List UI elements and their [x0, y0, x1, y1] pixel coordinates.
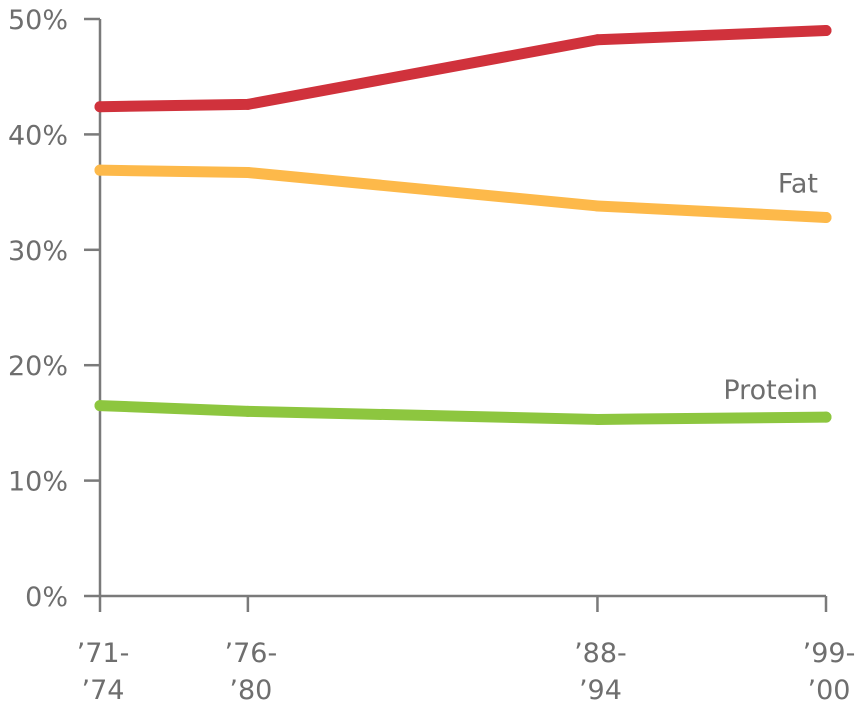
data-point-carbohydrate	[94, 101, 106, 113]
series-labels: CarbohydrateFatProtein	[723, 168, 818, 406]
y-tick-label: 50%	[8, 5, 68, 36]
x-tick-label: ’94	[579, 675, 622, 701]
data-point-protein	[820, 411, 832, 423]
x-tick-label: ’80	[229, 675, 272, 701]
data-point-protein	[242, 405, 254, 417]
data-point-protein	[591, 413, 603, 425]
y-tick-label: 10%	[8, 467, 68, 498]
series-group	[94, 25, 832, 425]
series-line-protein	[94, 400, 832, 425]
series-label-fat: Fat	[778, 168, 818, 199]
data-point-carbohydrate	[242, 98, 254, 110]
y-tick-label: 0%	[25, 582, 68, 613]
x-tick-label: ’74	[82, 675, 125, 701]
data-point-carbohydrate	[591, 34, 603, 46]
x-tick-label: ’00	[808, 675, 851, 701]
data-point-protein	[94, 400, 106, 412]
data-point-fat	[94, 164, 106, 176]
x-tick-label: ’76-	[225, 638, 278, 669]
y-tick-label: 20%	[8, 351, 68, 382]
series-label-protein: Protein	[723, 375, 818, 406]
series-line-fat	[94, 164, 832, 223]
data-point-fat	[820, 211, 832, 223]
y-tick-label: 30%	[8, 236, 68, 267]
data-point-fat	[242, 166, 254, 178]
x-axis: ’71- ’74 ’76- ’80 ’88- ’94 ’99- ’00	[77, 594, 856, 701]
x-tick-label: ’71-	[77, 638, 130, 669]
y-tick-label: 40%	[8, 120, 68, 151]
data-point-carbohydrate	[820, 25, 832, 37]
series-line-carbohydrate	[94, 25, 832, 113]
x-tick-label: ’99-	[803, 638, 856, 669]
y-axis: 0% 10% 20% 30% 40% 50%	[8, 5, 102, 613]
x-tick-label: ’88-	[574, 638, 627, 669]
data-point-fat	[591, 200, 603, 212]
